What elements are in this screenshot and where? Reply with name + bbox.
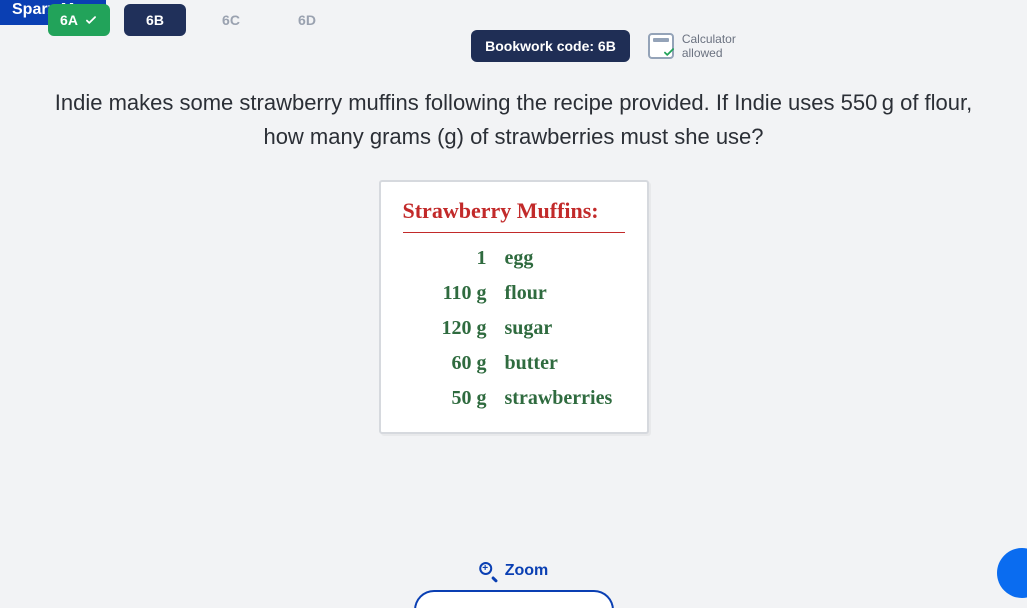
help-bubble[interactable] xyxy=(997,548,1027,598)
ingredient-name: egg xyxy=(505,247,625,270)
magnifier-plus-icon: + xyxy=(479,562,497,580)
ingredient-name: strawberries xyxy=(505,387,625,410)
calculator-icon xyxy=(648,33,674,59)
zoom-button[interactable]: + Zoom xyxy=(479,562,549,580)
question-text: Indie makes some strawberry muffins foll… xyxy=(40,86,987,154)
recipe-title: Strawberry Muffins: xyxy=(403,198,625,233)
bookwork-badge: Bookwork code: 6B xyxy=(471,30,630,62)
ingredient-amount: 120 g xyxy=(417,317,487,340)
check-icon xyxy=(662,45,676,59)
tab-label: 6B xyxy=(146,12,164,28)
ingredients-list: 1 egg 110 g flour 120 g sugar 60 g butte… xyxy=(403,247,625,410)
ingredient-name: butter xyxy=(505,352,625,375)
tab-label: 6D xyxy=(298,12,316,28)
ingredient-amount: 50 g xyxy=(417,387,487,410)
ingredient-name: flour xyxy=(505,282,625,305)
calculator-label-line2: allowed xyxy=(682,46,736,60)
bottom-pill-partial[interactable] xyxy=(414,590,614,608)
meta-row: Bookwork code: 6B Calculator allowed xyxy=(0,30,1027,62)
ingredient-name: sugar xyxy=(505,317,625,340)
check-icon xyxy=(84,13,98,27)
tab-label: 6C xyxy=(222,12,240,28)
ingredient-amount: 1 xyxy=(417,247,487,270)
ingredient-amount: 110 g xyxy=(417,282,487,305)
calculator-allowed: Calculator allowed xyxy=(648,32,736,61)
tab-label: 6A xyxy=(60,12,78,28)
calculator-label-line1: Calculator xyxy=(682,32,736,46)
recipe-card: Strawberry Muffins: 1 egg 110 g flour 12… xyxy=(379,180,649,434)
zoom-label: Zoom xyxy=(505,562,549,580)
ingredient-amount: 60 g xyxy=(417,352,487,375)
